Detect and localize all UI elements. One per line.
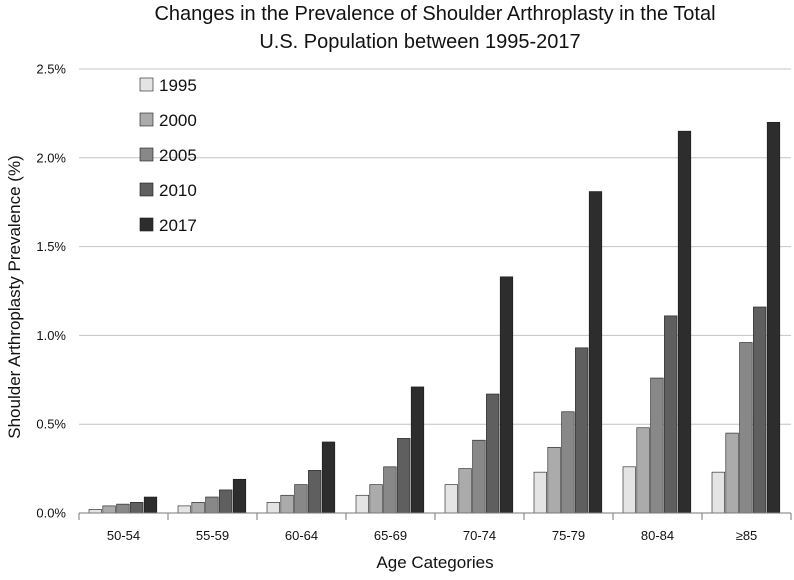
- bar-2017-7: [766, 121, 781, 514]
- bar-2017-6: [677, 130, 692, 514]
- legend-label-2005: 2005: [159, 146, 197, 165]
- chart-title-line-1: Changes in the Prevalence of Shoulder Ar…: [154, 3, 715, 25]
- bar-2010-6: [664, 315, 678, 514]
- bar-2000-6: [636, 427, 650, 514]
- bar-1995-5: [533, 471, 547, 514]
- bar-2000-2: [280, 494, 294, 514]
- x-tick-label: ≥85: [736, 528, 758, 543]
- bar-2005-2: [294, 484, 308, 514]
- bar-2000-1: [191, 502, 205, 514]
- legend-swatch-2017: [139, 217, 154, 232]
- bar-2005-1: [205, 496, 219, 514]
- bar-2017-2: [321, 441, 336, 514]
- legend-label-1995: 1995: [159, 76, 197, 95]
- legend-swatch-2000: [139, 112, 154, 127]
- x-tick-label: 75-79: [552, 528, 585, 543]
- bar-2005-4: [472, 439, 486, 514]
- legend: 1995 2000 2005 2010 2017: [139, 76, 197, 235]
- bar-2000-5: [547, 446, 561, 514]
- bar-1995-3: [355, 494, 369, 514]
- bar-2010-0: [130, 502, 144, 514]
- bar-2000-7: [725, 432, 739, 514]
- bar-2005-3: [383, 466, 397, 514]
- y-tick-label: 2.0%: [36, 150, 66, 165]
- bar-2010-5: [575, 347, 589, 514]
- chart-title-line-2: U.S. Population between 1995-2017: [259, 31, 580, 53]
- y-tick-label: 2.5%: [36, 62, 66, 77]
- bar-1995-1: [177, 505, 191, 514]
- legend-label-2010: 2010: [159, 181, 197, 200]
- bar-2000-4: [458, 468, 472, 514]
- bars: [88, 121, 781, 514]
- bar-1995-6: [622, 466, 636, 514]
- legend-label-2000: 2000: [159, 111, 197, 130]
- bar-1995-4: [444, 484, 458, 514]
- y-axis-ticks: 0.0% 0.5% 1.0% 1.5% 2.0% 2.5%: [36, 62, 66, 521]
- bar-2000-3: [369, 484, 383, 514]
- bar-2017-1: [232, 478, 247, 514]
- y-axis-title: Shoulder Arthroplasty Prevalence (%): [5, 155, 24, 438]
- bar-2005-5: [561, 411, 575, 514]
- bar-2017-0: [143, 496, 158, 514]
- bar-2010-1: [219, 489, 233, 514]
- bar-2017-5: [588, 191, 603, 514]
- bar-2017-3: [410, 386, 425, 514]
- x-axis-title: Age Categories: [376, 553, 493, 572]
- bar-2010-3: [397, 438, 411, 514]
- x-tick-label: 60-64: [285, 528, 318, 543]
- x-tick-label: 80-84: [641, 528, 674, 543]
- legend-swatch-2005: [139, 147, 154, 162]
- bar-1995-7: [711, 471, 725, 514]
- bar-2017-4: [499, 276, 514, 514]
- bar-2010-7: [753, 306, 767, 514]
- x-tick-label: 70-74: [463, 528, 496, 543]
- y-tick-label: 0.5%: [36, 417, 66, 432]
- y-tick-label: 1.5%: [36, 239, 66, 254]
- bar-2000-0: [102, 505, 116, 514]
- legend-swatch-2010: [139, 182, 154, 197]
- bar-2010-4: [486, 393, 500, 514]
- bar-2010-2: [308, 470, 322, 514]
- bar-2005-0: [116, 503, 130, 514]
- bar-2005-6: [650, 377, 664, 514]
- bar-1995-0: [88, 509, 102, 514]
- bar-1995-2: [266, 502, 280, 514]
- y-tick-label: 1.0%: [36, 328, 66, 343]
- legend-swatch-1995: [139, 77, 154, 92]
- x-tick-label: 50-54: [107, 528, 140, 543]
- x-tick-label: 55-59: [196, 528, 229, 543]
- legend-label-2017: 2017: [159, 216, 197, 235]
- y-tick-label: 0.0%: [36, 506, 66, 521]
- x-axis: 50-54 55-59 60-64 65-69 70-74 75-79 80-84 ≥85: [78, 512, 792, 543]
- x-tick-label: 65-69: [374, 528, 407, 543]
- bar-2005-7: [739, 342, 753, 514]
